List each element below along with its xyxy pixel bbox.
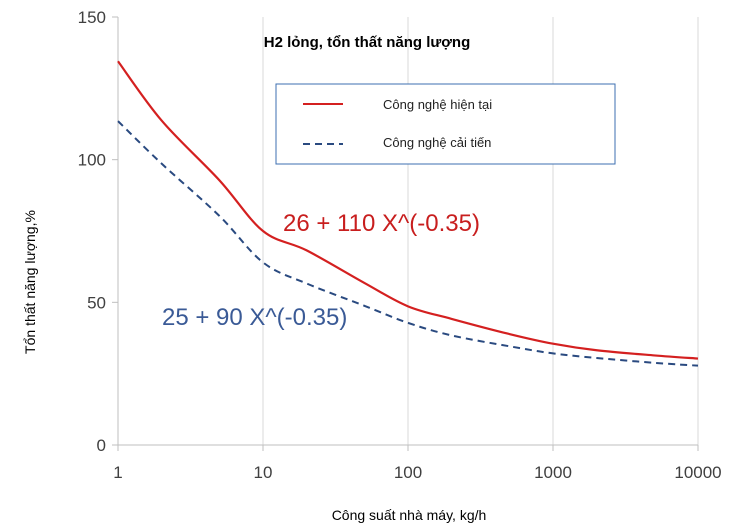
axes — [112, 16, 699, 451]
y-tick-labels: 0 50 100 150 — [78, 8, 106, 455]
x-tick-label-100: 100 — [394, 463, 422, 482]
y-tick-label-50: 50 — [87, 293, 106, 312]
x-tick-label-1: 1 — [113, 463, 122, 482]
y-tick-label-150: 150 — [78, 8, 106, 27]
x-tick-label-10: 10 — [254, 463, 273, 482]
legend-box — [275, 83, 616, 165]
legend-label-improved: Công nghệ cải tiến — [383, 135, 491, 150]
x-tick-label-1000: 1000 — [534, 463, 572, 482]
formula-current: 26 + 110 X^(-0.35) — [283, 210, 480, 237]
legend-label-current: Công nghệ hiện tại — [383, 97, 492, 112]
formula-improved: 25 + 90 X^(-0.35) — [162, 304, 347, 331]
x-tick-labels: 1 10 100 1000 10000 — [113, 463, 721, 482]
y-tick-label-100: 100 — [78, 151, 106, 170]
x-tick-label-10000: 10000 — [674, 463, 721, 482]
y-axis-title: Tổn thất năng lượng,% — [22, 210, 38, 354]
series-line-current — [117, 60, 699, 360]
legend: Công nghệ hiện tại Công nghệ cải tiến — [275, 83, 616, 165]
chart-title: H2 lỏng, tổn thất năng lượng — [264, 34, 471, 51]
y-tick-label-0: 0 — [97, 436, 106, 455]
series-line-improved — [117, 120, 699, 367]
x-axis-title: Công suất nhà máy, kg/h — [332, 507, 487, 523]
series-group — [117, 60, 699, 367]
